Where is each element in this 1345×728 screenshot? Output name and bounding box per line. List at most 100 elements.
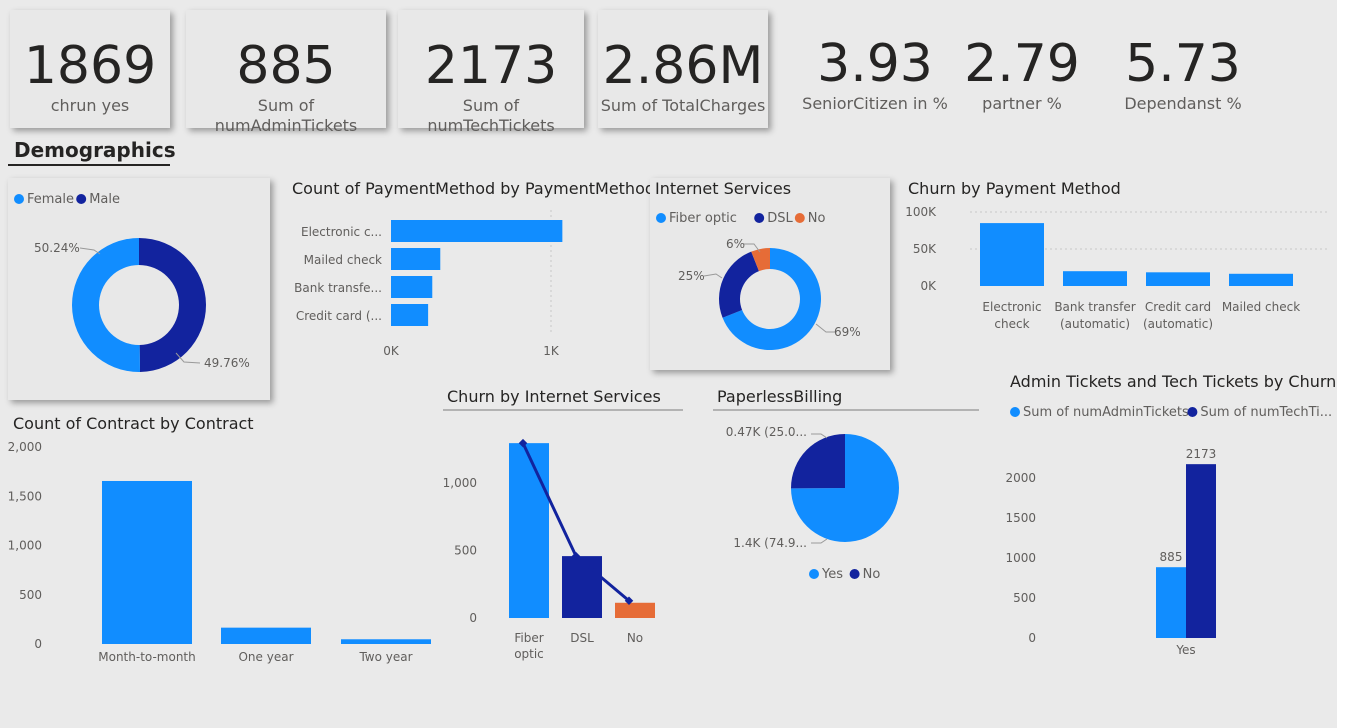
gender-leader-line <box>79 247 101 255</box>
contract-ytick: 2,000 <box>8 440 42 454</box>
churn-payment-bar <box>1063 271 1127 286</box>
churn-payment-bar <box>980 223 1044 286</box>
internet-legend-marker <box>794 213 805 223</box>
payment-count-chart: Electronic c... Mailed check Bank transfe.… <box>294 210 563 358</box>
internet-legend-label: DSL <box>767 211 793 226</box>
churn-payment-category: (automatic) <box>1060 317 1130 331</box>
internet-title: Internet Services <box>655 179 792 198</box>
kpi-card-tech-tickets <box>398 10 584 128</box>
internet-legend-marker <box>754 213 765 223</box>
churn-payment-bar <box>1229 273 1293 286</box>
contract-category: Two year <box>358 650 412 664</box>
paperless-title: PaperlessBilling <box>717 387 843 406</box>
payment-count-category: Electronic c... <box>301 225 382 239</box>
contract-ytick: 500 <box>19 588 42 602</box>
tickets-ytick: 2000 <box>1005 471 1036 485</box>
kpi-label: Sum of numTechTickets <box>427 96 555 135</box>
kpi-label: chrun yes <box>50 96 130 115</box>
tickets-data-label: 2173 <box>1186 447 1217 461</box>
paperless-pie-chart: 0.47K (25.0... 1.4K (74.9... Yes No <box>726 425 899 582</box>
kpi-dependants: 5.73 Dependanst % <box>1108 34 1258 114</box>
payment-count-category: Mailed check <box>304 253 382 267</box>
tickets-legend-marker <box>1187 407 1198 417</box>
kpi-total-charges: 2.86M Sum of TotalCharges <box>598 36 768 116</box>
tickets-ytick: 1500 <box>1005 511 1036 525</box>
kpi-value: 2173 <box>424 36 558 96</box>
contract-bar <box>221 627 311 644</box>
payment-count-title: Count of PaymentMethod by PaymentMethod <box>292 179 656 198</box>
contract-chart: 0 500 1,000 1,500 2,000 Month-to-month One yea… <box>8 440 431 664</box>
churn-internet-title: Churn by Internet Services <box>447 387 661 406</box>
payment-count-category: Credit card (... <box>296 309 382 323</box>
gender-label-male: 49.76% <box>204 356 250 370</box>
kpi-label: Sum of numAdminTickets <box>214 96 358 135</box>
gender-label-female: 50.24% <box>34 241 80 255</box>
paperless-legend-marker <box>849 569 860 579</box>
gender-legend-label: Male <box>89 192 120 207</box>
churn-internet-category: DSL <box>570 631 594 645</box>
gender-legend-label: Female <box>27 192 74 207</box>
churn-payment-ytick: 50K <box>913 242 937 256</box>
gender-legend-marker <box>76 194 87 204</box>
kpi-label: partner % <box>982 94 1062 113</box>
kpi-card-churn <box>10 10 170 128</box>
churn-payment-bar <box>1146 272 1210 286</box>
paperless-legend-label: No <box>863 567 881 582</box>
paperless-leader-line <box>811 538 828 544</box>
contract-ytick: 1,500 <box>8 489 42 503</box>
tickets-category: Yes <box>1175 643 1195 657</box>
paperless-label-no: 0.47K (25.0... <box>726 425 807 439</box>
kpi-value: 2.86M <box>602 36 764 96</box>
churn-payment-ytick: 0K <box>920 279 937 293</box>
tickets-chart: Sum of numAdminTickets Sum of numTechTi..… <box>1005 405 1332 657</box>
contract-bar <box>341 639 431 644</box>
gender-slice-male <box>139 238 206 372</box>
payment-count-bar <box>391 220 563 242</box>
churn-internet-bar <box>562 556 602 618</box>
kpi-value: 1869 <box>23 36 157 96</box>
kpi-senior-citizen: 3.93 SeniorCitizen in % <box>796 34 954 114</box>
kpi-label: Dependanst % <box>1124 94 1242 113</box>
churn-payment-category: Electronic <box>982 300 1041 314</box>
gender-donut-chart: Female Male 50.24% 49.76% <box>14 192 250 372</box>
churn-internet-bar <box>509 443 549 618</box>
section-title: Demographics <box>14 138 176 162</box>
paperless-slice-yes <box>791 434 899 542</box>
payment-count-bar <box>391 248 441 270</box>
payment-count-category: Bank transfe... <box>294 281 382 295</box>
tickets-data-label: 885 <box>1160 550 1183 564</box>
churn-payment-category: Credit card <box>1145 300 1211 314</box>
internet-slice-dsl <box>719 251 759 318</box>
churn-payment-chart: 0K 50K 100K Electronic check Bank transfer (au… <box>905 205 1328 331</box>
churn-internet-chart: 0 500 1,000 Fiber optic DSL No <box>443 438 655 661</box>
churn-payment-category: Mailed check <box>1222 300 1300 314</box>
churn-payment-category: Bank transfer <box>1054 300 1135 314</box>
churn-internet-ytick: 500 <box>454 544 477 558</box>
canvas-right-edge <box>1337 0 1345 728</box>
internet-leader-line <box>744 243 761 253</box>
payment-count-xtick: 0K <box>383 344 400 358</box>
kpi-value: 5.73 <box>1125 34 1241 94</box>
contract-title: Count of Contract by Contract <box>13 414 254 433</box>
churn-internet-category: optic <box>514 647 544 661</box>
tickets-bar <box>1156 567 1186 638</box>
payment-count-xtick: 1K <box>543 344 560 358</box>
internet-legend-label: No <box>808 211 826 226</box>
internet-slice-no <box>751 248 770 272</box>
tickets-ytick: 1000 <box>1005 551 1036 565</box>
paperless-legend-marker <box>809 569 819 579</box>
kpi-partner: 2.79 partner % <box>952 34 1092 114</box>
churn-payment-category: (automatic) <box>1143 317 1213 331</box>
churn-payment-title: Churn by Payment Method <box>908 179 1121 198</box>
tickets-ytick: 500 <box>1013 591 1036 605</box>
kpi-value: 2.79 <box>964 34 1080 94</box>
internet-slice-fiber <box>722 248 821 350</box>
internet-label-dsl: 25% <box>678 269 705 283</box>
internet-leader-line <box>815 323 836 333</box>
churn-internet-bar <box>615 602 655 618</box>
contract-bar <box>102 480 192 644</box>
kpi-label: Sum of TotalCharges <box>600 96 766 115</box>
internet-legend-marker <box>656 213 666 223</box>
churn-internet-ytick: 1,000 <box>443 476 477 490</box>
paperless-legend-label: Yes <box>821 567 843 582</box>
